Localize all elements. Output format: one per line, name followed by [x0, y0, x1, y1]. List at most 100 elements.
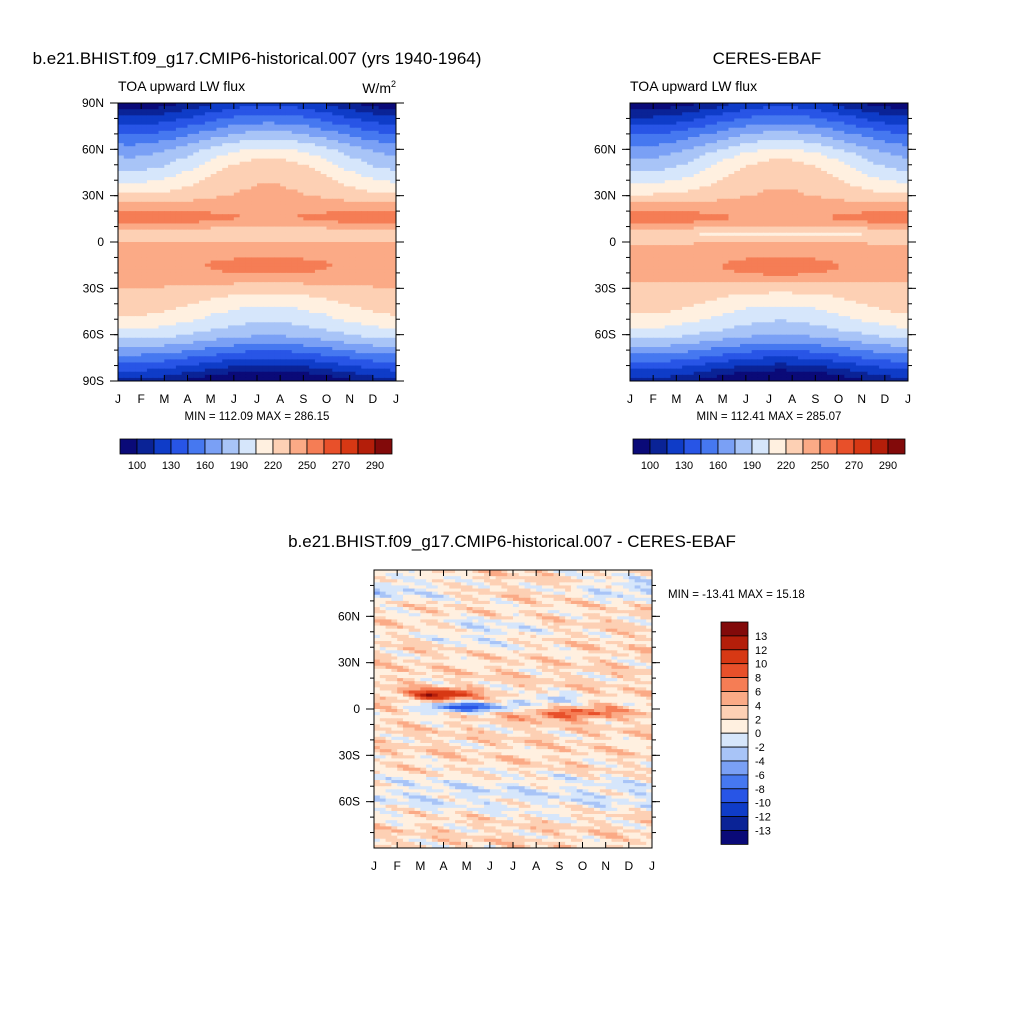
contour-cell — [384, 288, 391, 293]
contour-cell — [332, 155, 339, 160]
contour-cell — [175, 269, 183, 274]
contour-cell — [204, 272, 212, 277]
contour-cell — [338, 189, 345, 194]
contour-cell — [338, 368, 345, 373]
contour-cell — [262, 316, 270, 320]
contour-cell — [233, 272, 241, 277]
contour-cell — [314, 294, 322, 299]
contour-cell — [222, 161, 229, 166]
contour-cell — [146, 158, 154, 163]
contour-cell — [711, 121, 718, 126]
contour-cell — [792, 121, 799, 126]
contour-cell — [716, 124, 724, 129]
contour-cell — [390, 365, 396, 370]
contour-cell — [164, 353, 171, 357]
contour-cell — [274, 106, 281, 110]
contour-cell — [204, 337, 212, 342]
contour-cell — [378, 106, 386, 110]
contour-cell — [384, 180, 391, 184]
contour-cell — [175, 316, 183, 320]
contour-cell — [170, 211, 177, 215]
contour-cell — [233, 155, 241, 160]
contour-cell — [309, 288, 316, 293]
contour-cell — [123, 254, 131, 259]
contour-cell — [297, 220, 304, 225]
contour-cell — [309, 300, 316, 305]
colorbar-box — [153, 438, 172, 455]
contour-cell — [158, 303, 165, 308]
contour-cell — [390, 208, 396, 212]
contour-cell — [233, 235, 241, 240]
contour-cell — [210, 269, 218, 274]
contour-cell — [332, 149, 339, 154]
contour-cell — [879, 112, 886, 116]
contour-cell — [332, 238, 339, 243]
contour-cell — [349, 211, 357, 215]
contour-cell — [338, 195, 345, 200]
contour-cell — [170, 192, 177, 197]
contour-cell — [187, 272, 194, 277]
contour-cell — [338, 208, 345, 212]
contour-cell — [123, 343, 131, 348]
contour-cell — [332, 195, 339, 200]
contour-cell — [320, 365, 328, 370]
contour-cell — [146, 136, 154, 141]
contour-cell — [193, 208, 200, 212]
x-tick-label: M — [206, 392, 216, 406]
contour-cell — [262, 161, 270, 166]
contour-cell — [326, 174, 333, 178]
contour-cell — [164, 242, 171, 246]
contour-cell — [757, 130, 764, 135]
contour-cell — [320, 106, 328, 110]
contour-cell — [268, 152, 275, 157]
contour-cell — [129, 245, 136, 249]
contour-cell — [193, 291, 200, 296]
contour-cell — [187, 177, 194, 181]
contour-cell — [647, 118, 654, 123]
contour-cell — [216, 220, 223, 225]
contour-cell — [262, 112, 270, 116]
contour-cell — [390, 343, 396, 348]
contour-cell — [647, 130, 654, 135]
contour-cell — [199, 192, 206, 197]
contour-cell — [245, 251, 252, 255]
contour-cell — [216, 322, 223, 326]
contour-cell — [175, 229, 183, 234]
contour-cell — [158, 232, 165, 237]
contour-cell — [320, 266, 328, 271]
contour-cell — [384, 359, 391, 364]
contour-cell — [170, 174, 177, 178]
contour-cell — [343, 143, 351, 147]
contour-cell — [326, 183, 333, 187]
contour-cell — [809, 118, 816, 123]
contour-cell — [378, 112, 386, 116]
contour-cell — [390, 254, 396, 259]
contour-cell — [728, 106, 735, 110]
contour-cell — [146, 248, 154, 252]
contour-cell — [291, 260, 299, 265]
contour-cell — [349, 254, 357, 259]
contour-cell — [320, 109, 328, 113]
contour-cell — [204, 353, 212, 357]
contour-cell — [175, 309, 183, 314]
contour-cell — [349, 112, 357, 116]
contour-cell — [291, 152, 299, 157]
contour-cell — [303, 272, 310, 277]
contour-cell — [384, 306, 391, 311]
contour-cell — [647, 103, 654, 107]
contour-cell — [141, 347, 148, 351]
contour-cell — [193, 297, 200, 302]
contour-cell — [314, 306, 322, 311]
contour-cell — [884, 112, 892, 116]
contour-cell — [896, 121, 903, 126]
contour-cell — [384, 272, 391, 277]
contour-cell — [245, 291, 252, 296]
contour-cell — [257, 164, 264, 169]
contour-cell — [141, 285, 148, 289]
contour-cell — [378, 279, 386, 283]
contour-cell — [245, 217, 252, 221]
contour-cell — [118, 136, 125, 141]
contour-cell — [210, 232, 218, 237]
contour-cell — [670, 103, 677, 107]
contour-cell — [343, 343, 351, 348]
